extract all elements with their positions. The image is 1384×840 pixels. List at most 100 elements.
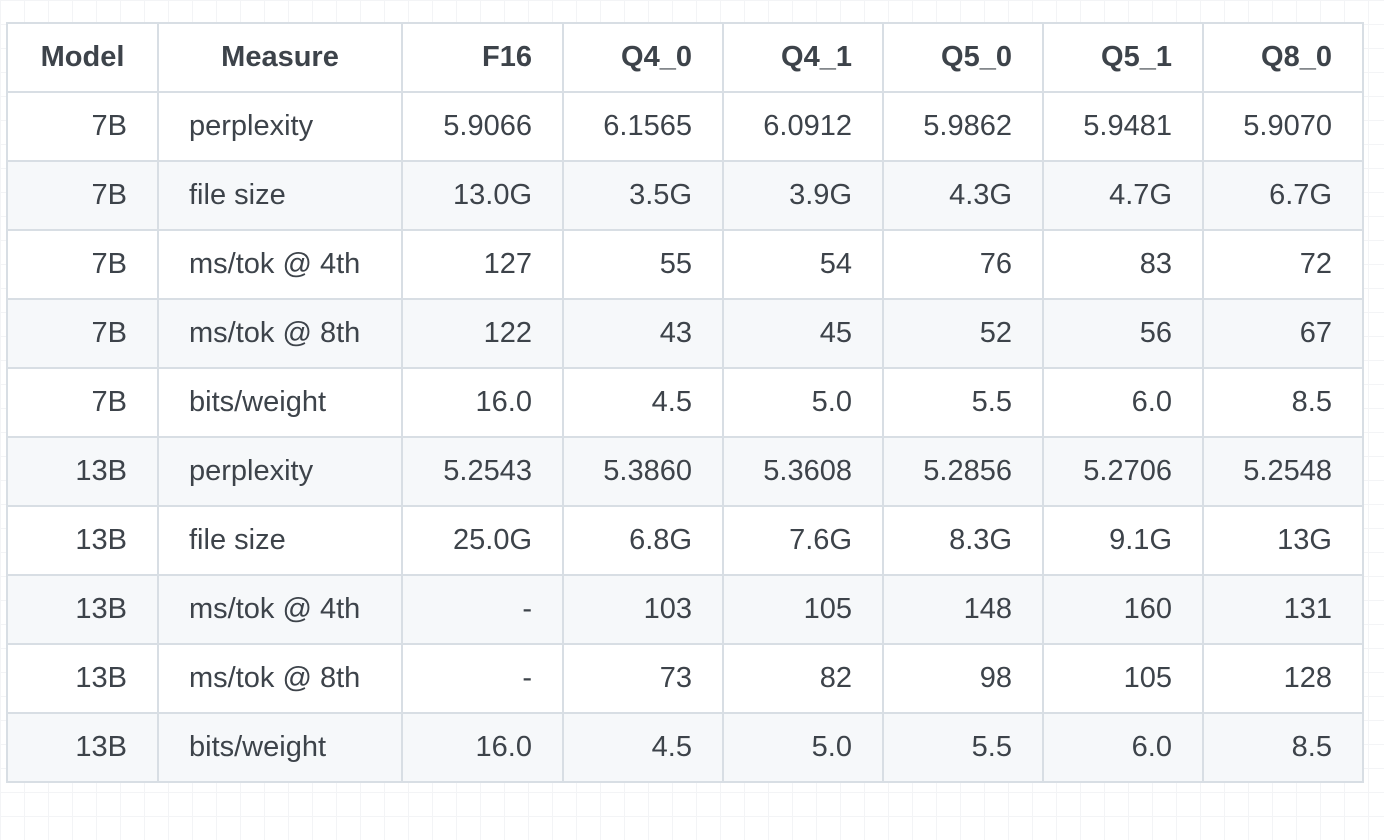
cell-measure: perplexity xyxy=(157,436,403,507)
cell-f16: 16.0 xyxy=(401,712,564,783)
header-model: Model xyxy=(6,22,159,93)
table-row: 7B perplexity 5.9066 6.1565 6.0912 5.9862 5.94… xyxy=(6,91,1364,162)
cell-q8-0: 5.9070 xyxy=(1202,91,1364,162)
cell-model: 7B xyxy=(6,298,159,369)
table-row: 7B ms/tok @ 8th 122 43 45 52 56 67 xyxy=(6,298,1364,369)
cell-f16: 122 xyxy=(401,298,564,369)
cell-q5-1: 5.2706 xyxy=(1042,436,1204,507)
cell-q4-1: 3.9G xyxy=(722,160,884,231)
cell-model: 13B xyxy=(6,436,159,507)
cell-q4-1: 5.3608 xyxy=(722,436,884,507)
cell-q5-1: 4.7G xyxy=(1042,160,1204,231)
table-row: 13B perplexity 5.2543 5.3860 5.3608 5.2856 5.2… xyxy=(6,436,1364,507)
table-row: 7B ms/tok @ 4th 127 55 54 76 83 72 xyxy=(6,229,1364,300)
cell-q4-0: 3.5G xyxy=(562,160,724,231)
cell-q5-1: 83 xyxy=(1042,229,1204,300)
header-q8-0: Q8_0 xyxy=(1202,22,1364,93)
quantization-table: Model Measure F16 Q4_0 Q4_1 Q5_0 Q5_1 Q8… xyxy=(6,22,1364,783)
cell-f16: - xyxy=(401,574,564,645)
table-row: 13B ms/tok @ 8th -73 82 98 105 128 xyxy=(6,643,1364,714)
cell-q4-1: 6.0912 xyxy=(722,91,884,162)
cell-q4-0: 43 xyxy=(562,298,724,369)
quantization-table-container: Model Measure F16 Q4_0 Q4_1 Q5_0 Q5_1 Q8… xyxy=(6,22,1364,783)
cell-q4-1: 7.6G xyxy=(722,505,884,576)
cell-q5-1: 56 xyxy=(1042,298,1204,369)
header-q4-1: Q4_1 xyxy=(722,22,884,93)
cell-measure: bits/weight xyxy=(157,367,403,438)
cell-model: 13B xyxy=(6,712,159,783)
cell-q8-0: 6.7G xyxy=(1202,160,1364,231)
header-q5-0: Q5_0 xyxy=(882,22,1044,93)
cell-q4-0: 6.8G xyxy=(562,505,724,576)
cell-q5-1: 6.0 xyxy=(1042,367,1204,438)
cell-f16: 5.2543 xyxy=(401,436,564,507)
cell-model: 13B xyxy=(6,505,159,576)
table-body: 7B perplexity 5.9066 6.1565 6.0912 5.9862 5.94… xyxy=(6,91,1364,783)
cell-f16: 13.0G xyxy=(401,160,564,231)
cell-q4-0: 4.5 xyxy=(562,367,724,438)
cell-q4-1: 5.0 xyxy=(722,712,884,783)
cell-q8-0: 13G xyxy=(1202,505,1364,576)
cell-q8-0: 72 xyxy=(1202,229,1364,300)
cell-q4-0: 5.3860 xyxy=(562,436,724,507)
cell-q4-0: 6.1565 xyxy=(562,91,724,162)
header-row: Model Measure F16 Q4_0 Q4_1 Q5_0 Q5_1 Q8… xyxy=(6,22,1364,93)
cell-q4-0: 73 xyxy=(562,643,724,714)
cell-measure: bits/weight xyxy=(157,712,403,783)
cell-q8-0: 67 xyxy=(1202,298,1364,369)
cell-q4-1: 82 xyxy=(722,643,884,714)
table-row: 7B bits/weight 16.0 4.5 5.0 5.5 6.0 8.5 xyxy=(6,367,1364,438)
cell-f16: 127 xyxy=(401,229,564,300)
cell-q8-0: 8.5 xyxy=(1202,712,1364,783)
cell-measure: file size xyxy=(157,505,403,576)
cell-q4-1: 54 xyxy=(722,229,884,300)
cell-q5-0: 52 xyxy=(882,298,1044,369)
cell-q5-0: 76 xyxy=(882,229,1044,300)
cell-q5-1: 105 xyxy=(1042,643,1204,714)
header-q4-0: Q4_0 xyxy=(562,22,724,93)
cell-q4-1: 5.0 xyxy=(722,367,884,438)
header-q5-1: Q5_1 xyxy=(1042,22,1204,93)
cell-q5-0: 5.2856 xyxy=(882,436,1044,507)
cell-q5-0: 148 xyxy=(882,574,1044,645)
cell-q5-0: 5.5 xyxy=(882,712,1044,783)
cell-measure: perplexity xyxy=(157,91,403,162)
table-row: 13B ms/tok @ 4th -103 105 148 160 131 xyxy=(6,574,1364,645)
cell-q8-0: 5.2548 xyxy=(1202,436,1364,507)
cell-f16: 25.0G xyxy=(401,505,564,576)
cell-q8-0: 131 xyxy=(1202,574,1364,645)
cell-q5-1: 6.0 xyxy=(1042,712,1204,783)
cell-f16: 16.0 xyxy=(401,367,564,438)
table-header: Model Measure F16 Q4_0 Q4_1 Q5_0 Q5_1 Q8… xyxy=(6,22,1364,93)
cell-model: 13B xyxy=(6,574,159,645)
header-f16: F16 xyxy=(401,22,564,93)
cell-q5-0: 8.3G xyxy=(882,505,1044,576)
header-measure: Measure xyxy=(157,22,403,93)
cell-q8-0: 128 xyxy=(1202,643,1364,714)
cell-measure: ms/tok @ 8th xyxy=(157,298,403,369)
cell-model: 7B xyxy=(6,229,159,300)
cell-q5-1: 9.1G xyxy=(1042,505,1204,576)
cell-q4-1: 45 xyxy=(722,298,884,369)
cell-measure: file size xyxy=(157,160,403,231)
cell-q4-0: 103 xyxy=(562,574,724,645)
cell-f16: - xyxy=(401,643,564,714)
cell-measure: ms/tok @ 4th xyxy=(157,574,403,645)
cell-q4-1: 105 xyxy=(722,574,884,645)
cell-q5-0: 98 xyxy=(882,643,1044,714)
cell-model: 13B xyxy=(6,643,159,714)
cell-model: 7B xyxy=(6,160,159,231)
cell-q5-1: 5.9481 xyxy=(1042,91,1204,162)
cell-q8-0: 8.5 xyxy=(1202,367,1364,438)
cell-q5-0: 5.9862 xyxy=(882,91,1044,162)
cell-model: 7B xyxy=(6,367,159,438)
cell-q4-0: 55 xyxy=(562,229,724,300)
cell-f16: 5.9066 xyxy=(401,91,564,162)
cell-q5-0: 5.5 xyxy=(882,367,1044,438)
cell-measure: ms/tok @ 8th xyxy=(157,643,403,714)
cell-measure: ms/tok @ 4th xyxy=(157,229,403,300)
table-row: 7B file size 13.0G 3.5G 3.9G 4.3G 4.7G 6.7G xyxy=(6,160,1364,231)
cell-q5-1: 160 xyxy=(1042,574,1204,645)
cell-q5-0: 4.3G xyxy=(882,160,1044,231)
cell-model: 7B xyxy=(6,91,159,162)
